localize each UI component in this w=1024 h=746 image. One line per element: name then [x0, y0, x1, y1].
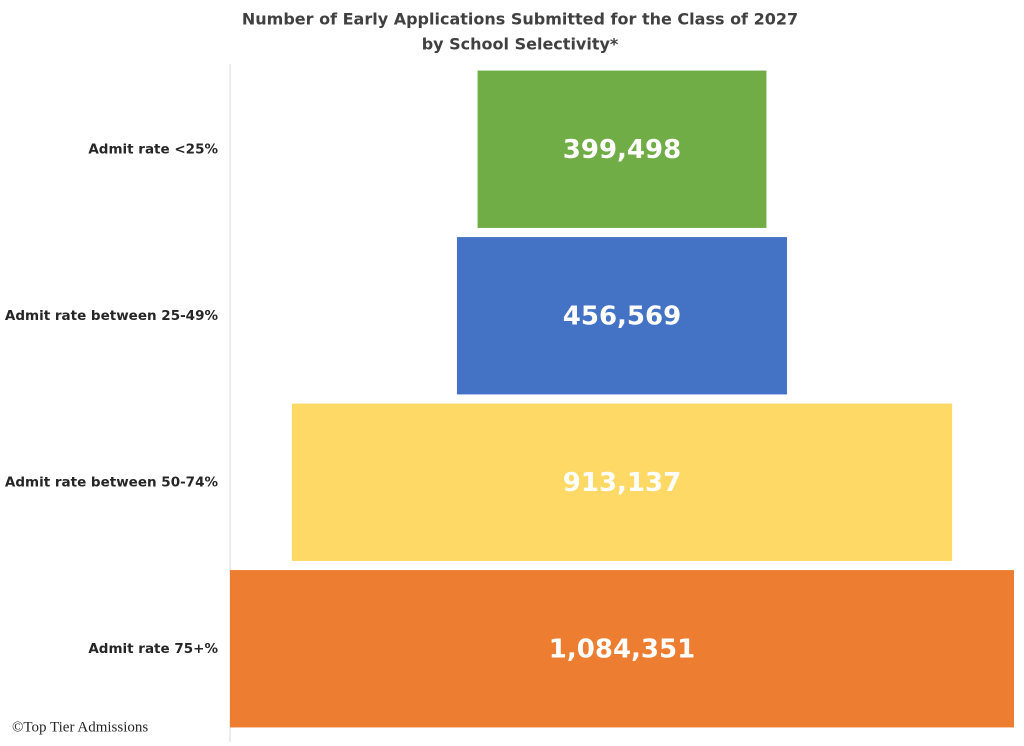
chart-title: by School Selectivity*: [422, 35, 619, 54]
category-label: Admit rate <25%: [88, 141, 218, 157]
category-label: Admit rate between 25-49%: [5, 308, 219, 324]
value-label: 399,498: [563, 135, 681, 165]
funnel-bar: [230, 570, 1014, 728]
chart-title: Number of Early Applications Submitted f…: [242, 10, 798, 29]
funnel-bar: [291, 403, 953, 561]
value-label: 1,084,351: [549, 634, 695, 664]
value-label: 456,569: [563, 301, 681, 331]
source: ©Top Tier Admissions: [12, 719, 148, 735]
category-label: Admit rate 75+%: [88, 641, 218, 657]
category-label: Admit rate between 50-74%: [5, 474, 219, 490]
value-label: 913,137: [563, 468, 681, 498]
funnel-bar: [456, 237, 788, 395]
funnel-bar: [477, 70, 767, 228]
